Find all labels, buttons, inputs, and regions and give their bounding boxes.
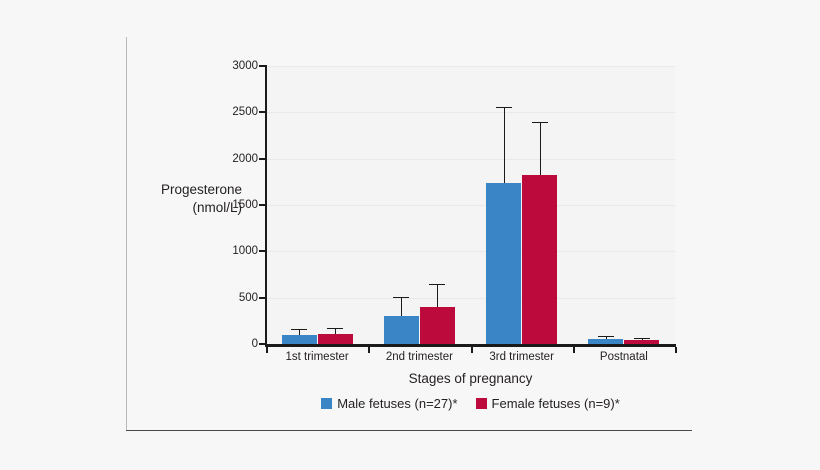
gridline [266,112,675,114]
gridline [266,158,675,160]
error-bar-stem [299,329,300,335]
y-axis-tick-mark [259,157,265,160]
x-axis-tick-mark [368,347,371,353]
bar [281,334,317,344]
y-axis-tick-label: 500 [238,291,258,304]
y-axis-title: Progesterone (nmol/L) [128,181,242,217]
error-bar-cap [531,121,548,123]
y-axis-tick-label: 1500 [232,199,258,211]
error-bar-cap [327,327,344,329]
x-axis-tick-mark [470,347,473,353]
legend-label: Male fetuses (n=27)* [337,396,458,411]
y-axis-title-line-2: (nmol/L) [192,200,242,215]
error-bar-cap [597,335,614,337]
x-axis-tick-mark [266,347,268,353]
error-bar-stem [642,337,643,341]
legend-entry: Male fetuses (n=27)* [321,396,458,411]
gridline [266,66,675,67]
y-axis-tick-label: 1000 [232,245,258,258]
gridline [266,251,675,253]
gridline [266,205,675,206]
error-bar-stem [401,296,402,317]
y-axis-tick-mark [259,65,265,67]
bar [486,182,522,344]
error-bar-stem [606,335,607,340]
y-axis-tick-label: 2000 [232,152,258,165]
x-axis-tick-mark [572,347,575,353]
y-axis-line [265,65,267,345]
y-axis-ticks: 0 500 1000 1500 2000 2500 3000 [214,0,258,470]
x-axis-category-label: 3rd trimester [489,351,554,363]
y-axis-tick-mark [259,343,265,345]
bar [419,306,455,344]
x-axis-category-label: 1st trimester [285,351,349,363]
y-axis-tick-mark [259,296,265,299]
legend-color-swatch [321,398,333,409]
error-bar-cap [429,283,446,285]
bar [624,340,660,344]
y-axis-title-line-1: Progesterone [160,182,242,197]
bar [383,316,419,344]
legend-entry: Female fetuses (n=9)* [475,396,620,411]
figure-frame-left-rule [126,37,127,431]
y-axis-tick-label: 0 [251,338,258,350]
bar [522,175,558,344]
y-axis-tick-mark [259,250,265,253]
error-bar-cap [495,106,512,108]
figure-frame-bottom-rule [126,430,692,431]
legend-label: Female fetuses (n=9)* [491,396,620,411]
error-bar-cap [291,329,308,331]
y-axis-tick-mark [259,111,265,114]
plot-area [266,66,675,344]
legend-color-swatch [475,398,487,409]
x-axis-category-label: 2nd trimester [385,351,453,363]
y-axis-tick-mark [259,204,265,206]
error-bar-stem [540,121,541,176]
bar [317,333,353,344]
y-axis-tick-label: 2500 [232,106,258,119]
error-bar-stem [504,106,505,183]
x-axis-line [265,344,676,347]
error-bar-stem [335,327,336,334]
error-bar-cap [393,296,410,298]
bar [588,339,624,344]
x-axis-tick-mark [675,347,677,353]
x-axis-category-label: Postnatal [599,351,648,363]
error-bar-stem [437,283,438,307]
chart-legend: Male fetuses (n=27)* Female fetuses (n=9)… [266,396,675,411]
x-axis-title: Stages of pregnancy [408,371,533,386]
y-axis-tick-label: 3000 [232,60,258,72]
error-bar-cap [633,337,650,339]
gridline [266,297,675,299]
